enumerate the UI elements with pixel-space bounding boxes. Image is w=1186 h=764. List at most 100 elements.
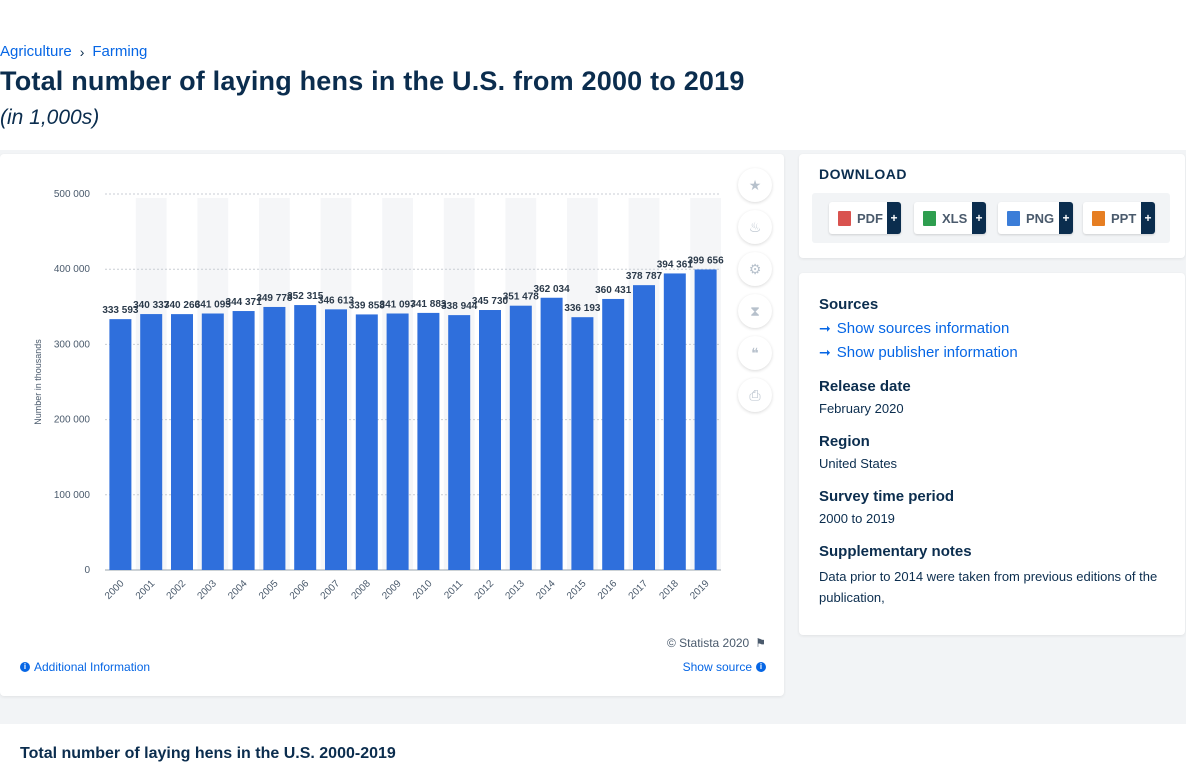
data-label: 341 097 — [380, 299, 417, 310]
plus-icon: + — [887, 202, 901, 234]
bar — [417, 312, 440, 570]
supplementary-notes-label: Supplementary notes — [819, 543, 972, 560]
bar — [355, 314, 378, 570]
sources-card: Sources ➞ Show sources information ➞ Sho… — [799, 273, 1185, 635]
bar — [448, 315, 471, 570]
x-tick-label: 2000 — [103, 578, 127, 602]
copyright: © Statista 2020 ⚑ — [667, 636, 766, 650]
bar — [294, 305, 317, 570]
x-tick-label: 2003 — [195, 578, 219, 602]
star-icon[interactable]: ★ — [738, 168, 772, 202]
data-label: 333 593 — [102, 305, 139, 316]
arrow-right-icon: ➞ — [819, 320, 831, 336]
x-tick-label: 2013 — [503, 578, 527, 602]
info-icon: i — [20, 662, 30, 672]
x-tick-label: 2011 — [442, 578, 465, 601]
flag-icon[interactable]: ⚑ — [755, 636, 766, 650]
release-date-label: Release date — [819, 378, 911, 395]
gear-icon[interactable]: ⚙ — [738, 252, 772, 286]
x-tick-label: 2018 — [657, 578, 681, 602]
data-label: 351 478 — [503, 292, 540, 303]
page-title: Total number of laying hens in the U.S. … — [0, 66, 745, 96]
bar — [171, 314, 193, 570]
chart-card: 0 100 000 200 000 300 000 400 000 500 000 Numb… — [0, 154, 784, 696]
quote-icon[interactable]: ❝ — [738, 336, 772, 370]
x-tick-label: 2002 — [165, 578, 189, 602]
additional-info-link[interactable]: i Additional Information — [20, 660, 150, 674]
data-label: 394 361 — [657, 259, 694, 270]
show-source-link[interactable]: Show source i — [683, 660, 766, 674]
bar — [201, 313, 224, 570]
share-icon[interactable]: ⧗ — [738, 294, 772, 328]
png-file-icon — [1007, 210, 1020, 226]
plus-icon: + — [1059, 202, 1073, 234]
show-sources-link[interactable]: ➞ Show sources information — [819, 320, 1009, 337]
bar — [140, 314, 163, 570]
x-tick-label: 2016 — [596, 578, 620, 602]
bar — [109, 319, 132, 570]
y-tick-label: 0 — [84, 565, 90, 576]
show-publisher-link[interactable]: ➞ Show publisher information — [819, 344, 1018, 361]
bar — [571, 317, 594, 570]
bell-icon[interactable]: ♨ — [738, 210, 772, 244]
additional-info-label: Additional Information — [34, 660, 151, 674]
print-icon[interactable]: ⎙ — [738, 378, 772, 412]
bar — [633, 285, 655, 570]
breadcrumb-agriculture[interactable]: Agriculture — [0, 43, 72, 60]
bar — [663, 273, 686, 570]
data-label: 362 034 — [534, 284, 571, 295]
data-label: 338 944 — [441, 301, 478, 312]
region-value: United States — [819, 456, 898, 471]
download-ppt-label: PPT — [1111, 210, 1137, 226]
y-tick-label: 500 000 — [54, 189, 91, 200]
download-title: DOWNLOAD — [819, 166, 907, 182]
release-date-value: February 2020 — [819, 401, 904, 416]
data-label: 378 787 — [626, 271, 663, 282]
copyright-text: © Statista 2020 — [667, 636, 750, 650]
data-label: 344 371 — [226, 297, 263, 308]
x-tick-label: 2006 — [288, 578, 312, 602]
header-band — [0, 0, 1186, 150]
x-tick-label: 2019 — [688, 578, 712, 602]
x-tick-label: 2010 — [411, 578, 435, 602]
bar-chart: 0 100 000 200 000 300 000 400 000 500 000 Numb… — [33, 189, 724, 602]
data-label: 340 266 — [164, 300, 201, 311]
x-tick-label: 2004 — [226, 578, 250, 602]
data-label: 349 778 — [256, 293, 293, 304]
data-label: 339 858 — [349, 300, 386, 311]
download-xls-button[interactable]: XLS + — [914, 202, 986, 234]
download-pdf-button[interactable]: PDF + — [829, 202, 901, 234]
bar — [325, 309, 347, 570]
plus-icon: + — [1141, 202, 1155, 234]
ppt-file-icon — [1092, 210, 1105, 226]
download-pdf-label: PDF — [857, 210, 883, 226]
pdf-file-icon — [838, 210, 851, 226]
bar — [232, 311, 255, 570]
y-tick-label: 100 000 — [54, 490, 91, 501]
data-label: 341 883 — [410, 299, 447, 310]
info-icon: i — [756, 662, 766, 672]
data-label: 346 613 — [318, 295, 355, 306]
sources-heading: Sources — [819, 296, 879, 313]
survey-period-value: 2000 to 2019 — [819, 511, 895, 526]
bar — [540, 297, 563, 570]
download-png-button[interactable]: PNG + — [998, 202, 1073, 234]
xls-file-icon — [923, 210, 936, 226]
bar — [386, 313, 409, 570]
show-source-label: Show source — [682, 660, 752, 674]
chart-toolbar: ★ ♨ ⚙ ⧗ ❝ ⎙ — [738, 168, 772, 420]
breadcrumb-farming[interactable]: Farming — [92, 43, 148, 60]
region-label: Region — [819, 433, 870, 450]
download-ppt-button[interactable]: PPT + — [1083, 202, 1155, 234]
arrow-right-icon: ➞ — [819, 344, 831, 360]
bottom-card: Total number of laying hens in the U.S. … — [0, 724, 1186, 764]
x-tick-label: 2017 — [627, 578, 651, 602]
bottom-title: Total number of laying hens in the U.S. … — [20, 745, 396, 762]
x-tick-label: 2015 — [565, 578, 589, 602]
x-tick-label: 2009 — [380, 578, 404, 602]
data-label: 345 730 — [472, 296, 509, 307]
x-tick-label: 2007 — [319, 578, 343, 602]
download-xls-label: XLS — [942, 210, 968, 226]
y-axis-label: Number in thousands — [33, 339, 43, 425]
bar — [694, 269, 717, 570]
